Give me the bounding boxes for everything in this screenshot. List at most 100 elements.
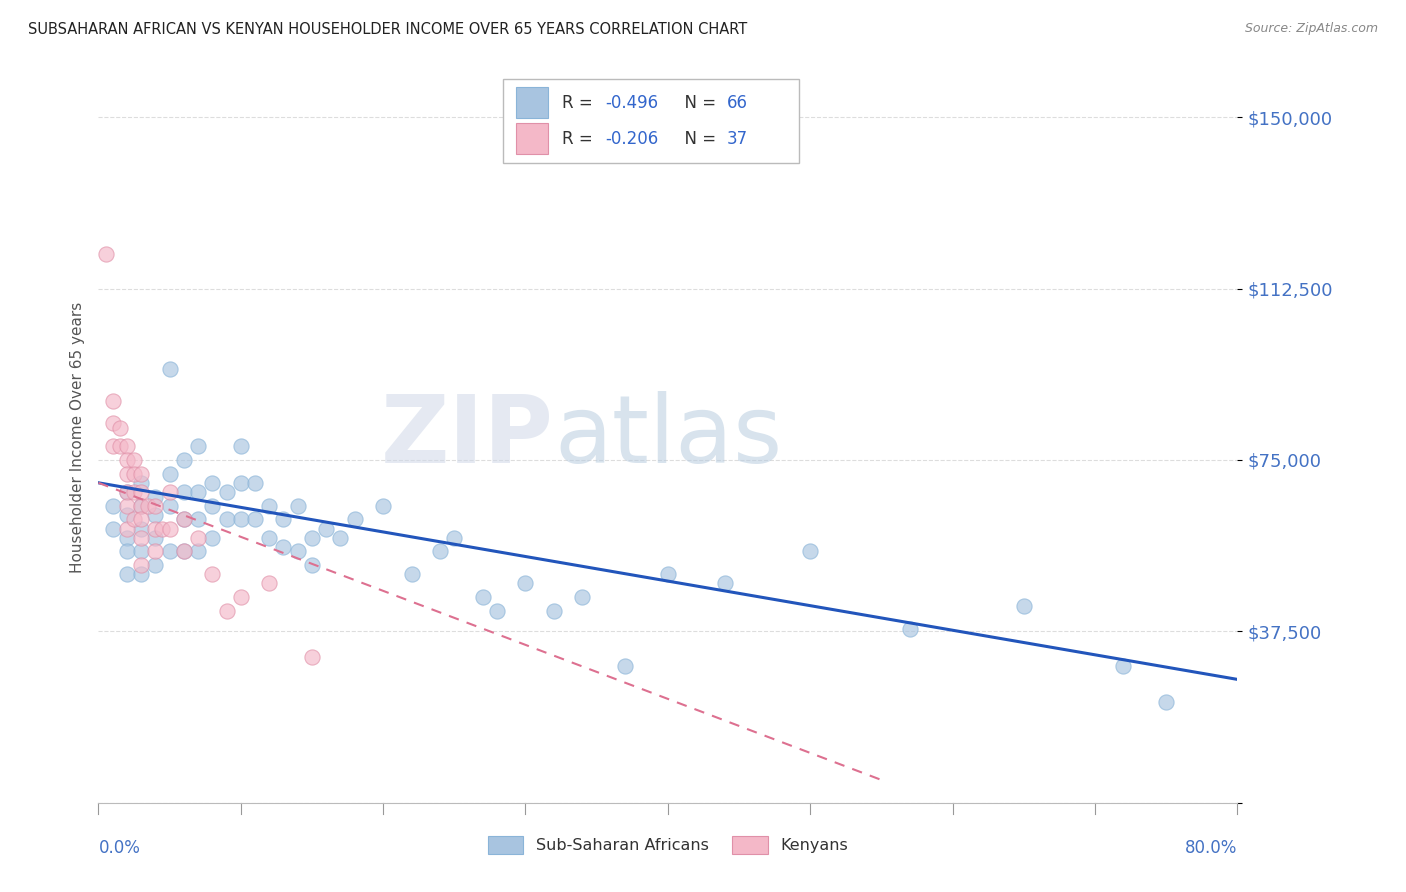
Point	[187, 439, 209, 453]
Point	[159, 361, 181, 376]
Text: 37: 37	[727, 129, 748, 148]
Point	[101, 521, 124, 535]
Point	[101, 393, 124, 408]
Text: 66: 66	[727, 94, 748, 112]
Point	[122, 484, 145, 499]
Point	[115, 544, 138, 558]
Point	[273, 540, 295, 554]
Point	[101, 499, 124, 513]
Point	[115, 439, 138, 453]
Point	[187, 484, 209, 499]
Point	[614, 658, 637, 673]
Point	[1112, 658, 1135, 673]
Point	[129, 467, 152, 481]
Point	[101, 439, 124, 453]
Point	[159, 544, 181, 558]
Point	[657, 567, 679, 582]
Point	[129, 499, 152, 513]
Point	[229, 439, 252, 453]
Point	[273, 512, 295, 526]
Point	[122, 467, 145, 481]
Y-axis label: Householder Income Over 65 years: Householder Income Over 65 years	[69, 301, 84, 573]
Point	[94, 247, 117, 261]
Point	[443, 531, 465, 545]
Point	[571, 590, 593, 604]
Point	[201, 499, 224, 513]
Point	[115, 484, 138, 499]
Text: Source: ZipAtlas.com: Source: ZipAtlas.com	[1244, 22, 1378, 36]
Point	[145, 558, 167, 573]
Point	[129, 475, 152, 490]
FancyBboxPatch shape	[503, 78, 799, 163]
Point	[173, 544, 195, 558]
Point	[101, 417, 124, 431]
Text: N =: N =	[673, 94, 721, 112]
Point	[287, 544, 309, 558]
Point	[115, 567, 138, 582]
Point	[115, 453, 138, 467]
Point	[115, 499, 138, 513]
Point	[145, 499, 167, 513]
Point	[515, 576, 537, 591]
Point	[115, 508, 138, 522]
Point	[173, 544, 195, 558]
Point	[343, 512, 366, 526]
Text: -0.496: -0.496	[605, 94, 658, 112]
Point	[543, 604, 565, 618]
Point	[201, 531, 224, 545]
Point	[799, 544, 821, 558]
Point	[159, 521, 181, 535]
Point	[145, 544, 167, 558]
Point	[215, 604, 238, 618]
Point	[229, 590, 252, 604]
Point	[108, 421, 131, 435]
Point	[301, 649, 323, 664]
Point	[187, 531, 209, 545]
Text: ZIP: ZIP	[381, 391, 554, 483]
Point	[159, 467, 181, 481]
Point	[373, 499, 395, 513]
Point	[122, 453, 145, 467]
Point	[173, 512, 195, 526]
Point	[108, 439, 131, 453]
Point	[173, 484, 195, 499]
Point	[145, 521, 167, 535]
Point	[129, 558, 152, 573]
Text: 0.0%: 0.0%	[98, 839, 141, 857]
Point	[129, 521, 152, 535]
Text: R =: R =	[562, 94, 598, 112]
Point	[145, 531, 167, 545]
Text: -0.206: -0.206	[605, 129, 658, 148]
Point	[122, 512, 145, 526]
Point	[315, 521, 337, 535]
Point	[329, 531, 352, 545]
Text: R =: R =	[562, 129, 598, 148]
Point	[1154, 695, 1177, 709]
Point	[714, 576, 737, 591]
Point	[187, 544, 209, 558]
Point	[301, 558, 323, 573]
Point	[115, 467, 138, 481]
Point	[129, 512, 152, 526]
FancyBboxPatch shape	[516, 87, 548, 118]
Text: atlas: atlas	[554, 391, 782, 483]
Point	[1012, 599, 1035, 614]
Point	[115, 484, 138, 499]
Point	[486, 604, 509, 618]
Point	[129, 499, 152, 513]
Point	[187, 512, 209, 526]
Point	[145, 490, 167, 504]
Point	[159, 499, 181, 513]
Point	[898, 622, 921, 636]
Point	[173, 453, 195, 467]
Point	[259, 531, 281, 545]
Point	[129, 531, 152, 545]
Point	[129, 544, 152, 558]
Point	[287, 499, 309, 513]
Point	[259, 499, 281, 513]
Point	[129, 484, 152, 499]
Point	[201, 567, 224, 582]
Point	[115, 521, 138, 535]
Point	[215, 512, 238, 526]
Point	[159, 484, 181, 499]
